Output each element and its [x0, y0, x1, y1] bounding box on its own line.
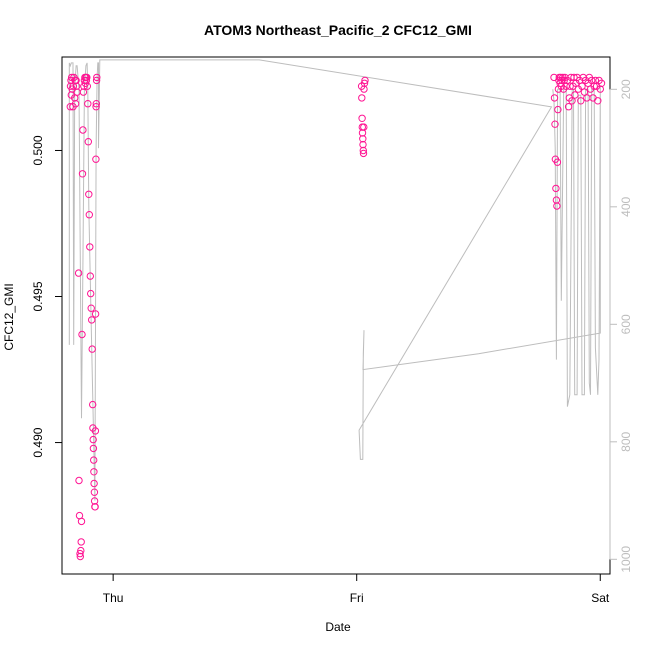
- data-point-48: [89, 444, 98, 453]
- data-point-16: [75, 476, 83, 485]
- data-point-37: [85, 190, 93, 199]
- data-point-72: [360, 123, 368, 131]
- data-point-39: [86, 243, 94, 251]
- data-point-58: [92, 155, 100, 163]
- data-point-22: [77, 517, 86, 526]
- data-point-18: [76, 549, 84, 558]
- data-point-71: [359, 149, 368, 158]
- data-point-73: [360, 85, 368, 93]
- y2-tick-label-2: 600: [619, 314, 633, 334]
- data-point-23: [78, 330, 86, 339]
- data-point-56: [91, 427, 100, 435]
- data-point-49: [90, 456, 98, 464]
- y2-tick-label-1: 400: [619, 196, 633, 216]
- data-point-68: [359, 135, 367, 143]
- x-tick-label-2: Sat: [591, 591, 610, 605]
- data-point-45: [89, 400, 97, 409]
- data-point-70: [359, 146, 367, 155]
- data-point-52: [90, 488, 99, 496]
- data-point-65: [358, 114, 366, 123]
- y-tick-label-1: 0.495: [31, 281, 45, 311]
- data-point-60: [92, 100, 101, 108]
- data-point-12: [72, 76, 80, 85]
- data-point-25: [79, 126, 87, 134]
- data-point-102: [568, 97, 576, 105]
- data-point-11: [71, 100, 80, 108]
- data-point-105: [571, 91, 579, 99]
- y2-tick-label-0: 200: [619, 79, 633, 99]
- data-point-61: [92, 76, 101, 85]
- data-point-50: [90, 468, 98, 476]
- data-point-20: [77, 546, 85, 555]
- y-axis: 0.490 0.495 0.500: [31, 135, 63, 458]
- data-point-74: [360, 79, 369, 88]
- chart-title: ATOM3 Northeast_Pacific_2 CFC12_GMI: [204, 22, 472, 38]
- data-point-36: [84, 138, 93, 146]
- data-point-62: [93, 73, 101, 82]
- data-point-98: [564, 103, 573, 111]
- data-point-124: [594, 97, 602, 105]
- x-tick-label-1: Fri: [350, 591, 364, 605]
- data-point-75: [361, 76, 369, 85]
- data-point-43: [88, 316, 96, 324]
- data-point-110: [577, 97, 585, 105]
- data-point-59: [92, 103, 100, 111]
- data-point-34: [83, 82, 92, 90]
- data-point-41: [87, 289, 95, 298]
- data-point-84: [554, 105, 562, 114]
- data-point-83: [553, 158, 562, 166]
- y2-tick-label-3: 800: [619, 431, 633, 451]
- data-point-32: [82, 76, 91, 85]
- x-axis: Thu Fri Sat: [103, 573, 610, 605]
- data-point-127: [597, 79, 606, 88]
- data-point-15: [74, 269, 83, 277]
- data-point-77: [550, 94, 559, 102]
- data-point-57: [91, 310, 100, 318]
- y-tick-label-2: 0.500: [31, 135, 45, 165]
- series-layer: [66, 59, 606, 561]
- data-point-42: [87, 304, 95, 312]
- data-point-80: [552, 184, 560, 193]
- series-line-1: [68, 59, 601, 501]
- data-point-78: [551, 120, 559, 128]
- data-point-21: [77, 538, 85, 546]
- data-point-82: [553, 202, 561, 210]
- data-point-38: [85, 211, 94, 219]
- data-point-44: [88, 345, 96, 353]
- y2-tick-label-4: 1000: [619, 546, 633, 573]
- data-point-53: [90, 497, 99, 505]
- data-point-100: [566, 82, 574, 90]
- x-axis-label: Date: [325, 620, 351, 634]
- y2-axis: 200 400 600 800 1000: [609, 79, 633, 573]
- y-axis-label: CFC12_GMI: [2, 283, 16, 350]
- data-point-40: [86, 272, 95, 280]
- data-point-24: [78, 170, 87, 178]
- data-point-51: [90, 479, 98, 488]
- data-point-35: [84, 100, 92, 108]
- data-point-47: [89, 435, 97, 444]
- x-tick-label-0: Thu: [103, 591, 124, 605]
- y-tick-label-0: 0.490: [31, 427, 45, 457]
- data-point-64: [358, 94, 366, 102]
- data-point-55: [91, 503, 99, 511]
- data-point-33: [83, 73, 91, 82]
